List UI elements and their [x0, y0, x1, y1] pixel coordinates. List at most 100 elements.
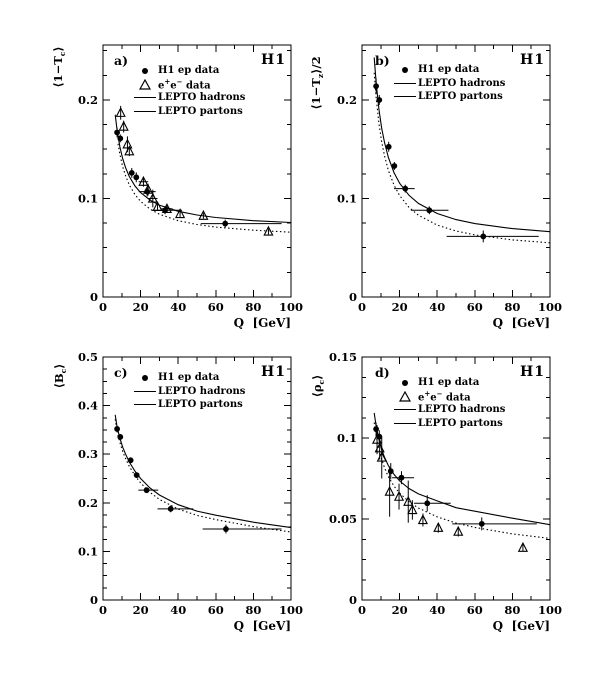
- y-tick-label: 0: [349, 593, 357, 607]
- x-tick-label: 60: [208, 300, 224, 314]
- data-point-circle: [376, 433, 383, 440]
- panel-b-y-axis-title: ⟨1−Tz⟩/2: [308, 56, 326, 110]
- y-tick-label: 0.2: [78, 93, 98, 107]
- legend-item: LEPTO partons: [132, 105, 245, 119]
- legend-label: LEPTO partons: [158, 105, 243, 117]
- data-point-triangle: [124, 145, 135, 156]
- line-marker-icon: [132, 97, 158, 99]
- curve-lepto-partons: [373, 422, 551, 539]
- panel-a: 0 20 40 60 80 100 0 0.1 0.2: [78, 44, 303, 314]
- legend-label: LEPTO hadrons: [158, 385, 246, 397]
- data-point-circle: [373, 426, 379, 432]
- x-tick-label: 80: [245, 603, 261, 617]
- legend-label: e+e− data: [418, 389, 471, 404]
- legend-item: H1 ep data: [392, 376, 505, 390]
- panel-a-letter: a): [114, 53, 129, 68]
- axes-ticks: [361, 45, 551, 298]
- x-tick-label: 40: [170, 300, 186, 314]
- panel-d-x-axis-title: Q [GeV]: [492, 619, 550, 633]
- data-point-circle: [114, 129, 120, 136]
- legend-label: LEPTO partons: [418, 417, 503, 429]
- legend-item: e+e− data: [392, 389, 505, 404]
- legend-label: H1 ep data: [418, 377, 480, 388]
- data-point-circle: [128, 169, 135, 176]
- data-point-triangle: [407, 504, 418, 515]
- x-tick-label: 60: [467, 300, 483, 314]
- data-point-triangle: [147, 192, 158, 203]
- data-point-circle: [480, 233, 487, 240]
- series-h1-ep-data: [114, 426, 282, 534]
- legend-label: e+e− data: [158, 77, 211, 92]
- y-tick-label: 0.1: [337, 191, 357, 205]
- panel-a-x-axis-title: Q [GeV]: [233, 316, 291, 330]
- data-point-triangle: [138, 175, 149, 186]
- x-tick-label: 80: [504, 603, 520, 617]
- y-tick-label: 0.15: [329, 350, 357, 364]
- data-point-triangle: [384, 485, 395, 496]
- data-point-circle: [133, 174, 140, 181]
- legend-item: LEPTO partons: [392, 90, 505, 104]
- panel-b-x-axis-title: Q [GeV]: [492, 316, 550, 330]
- data-point-triangle: [417, 514, 429, 525]
- data-point-circle: [117, 135, 124, 142]
- tick-labels: 0 20 40 60 80 100 0 0.1 0.2: [78, 93, 303, 314]
- data-point-triangle: [517, 541, 529, 552]
- x-tick-label: 60: [467, 603, 483, 617]
- curve-lepto-partons: [373, 72, 551, 244]
- data-point-circle: [222, 220, 229, 227]
- legend-item: H1 ep data: [132, 64, 245, 78]
- y-tick-label: 0.05: [329, 512, 357, 526]
- circle-marker-icon: [132, 374, 158, 381]
- data-point-triangle: [371, 433, 383, 444]
- line-marker-icon: [392, 422, 418, 424]
- series-h1-ep-data: [114, 127, 282, 228]
- curve-lepto-partons: [114, 419, 292, 533]
- legend-label: LEPTO hadrons: [418, 77, 506, 89]
- panel-c-legend: H1 ep data LEPTO hadrons LEPTO partons: [132, 371, 245, 412]
- x-tick-label: 20: [392, 300, 408, 314]
- panel-b-letter: b): [375, 53, 390, 68]
- data-point-circle: [402, 185, 409, 192]
- tick-labels: 0 20 40 60 80 100 0 0.1 0.2: [337, 93, 562, 314]
- y-tick-label: 0.4: [78, 399, 98, 413]
- circle-marker-icon: [392, 66, 418, 73]
- data-point-circle: [391, 163, 398, 169]
- x-tick-label: 20: [133, 603, 149, 617]
- legend-label: H1 ep data: [158, 372, 220, 383]
- x-tick-label: 80: [245, 300, 261, 314]
- line-marker-icon: [132, 404, 158, 406]
- x-tick-label: 20: [392, 603, 408, 617]
- data-point-triangle: [174, 208, 186, 219]
- data-point-triangle: [118, 120, 129, 131]
- data-point-triangle: [198, 209, 209, 220]
- legend-label: H1 ep data: [158, 65, 220, 76]
- legend-label: LEPTO hadrons: [418, 404, 506, 415]
- panel-d: 0 20 40 60 80 100 0 0.05 0.1 0.15: [329, 350, 562, 617]
- data-point-circle: [117, 434, 124, 440]
- legend-item: LEPTO hadrons: [132, 91, 245, 105]
- line-marker-icon: [392, 96, 418, 98]
- data-point-triangle: [122, 138, 133, 149]
- series-epem-data: [371, 425, 529, 552]
- data-point-circle: [426, 207, 433, 214]
- x-tick-label: 100: [279, 603, 303, 617]
- curve-lepto-partons: [117, 143, 292, 233]
- x-tick-label: 100: [538, 603, 562, 617]
- panel-d-legend: H1 ep data e+e− data LEPTO hadrons LEPTO pa…: [392, 376, 505, 430]
- data-point-triangle: [393, 490, 405, 501]
- data-point-triangle: [433, 521, 444, 532]
- line-marker-icon: [132, 110, 158, 112]
- panel-d-letter: d): [375, 365, 390, 380]
- data-point-circle: [385, 143, 392, 150]
- y-tick-label: 0.2: [78, 496, 98, 510]
- y-tick-label: 0.1: [337, 431, 357, 445]
- legend-item: LEPTO hadrons: [392, 403, 505, 417]
- y-tick-label: 0: [349, 290, 357, 304]
- axes-ticks: [361, 356, 551, 601]
- line-marker-icon: [392, 82, 418, 84]
- tick-labels: 0 20 40 60 80 100 0 0.05 0.1 0.15: [329, 350, 562, 617]
- legend-item: LEPTO partons: [392, 417, 505, 431]
- y-tick-label: 0.3: [78, 447, 98, 461]
